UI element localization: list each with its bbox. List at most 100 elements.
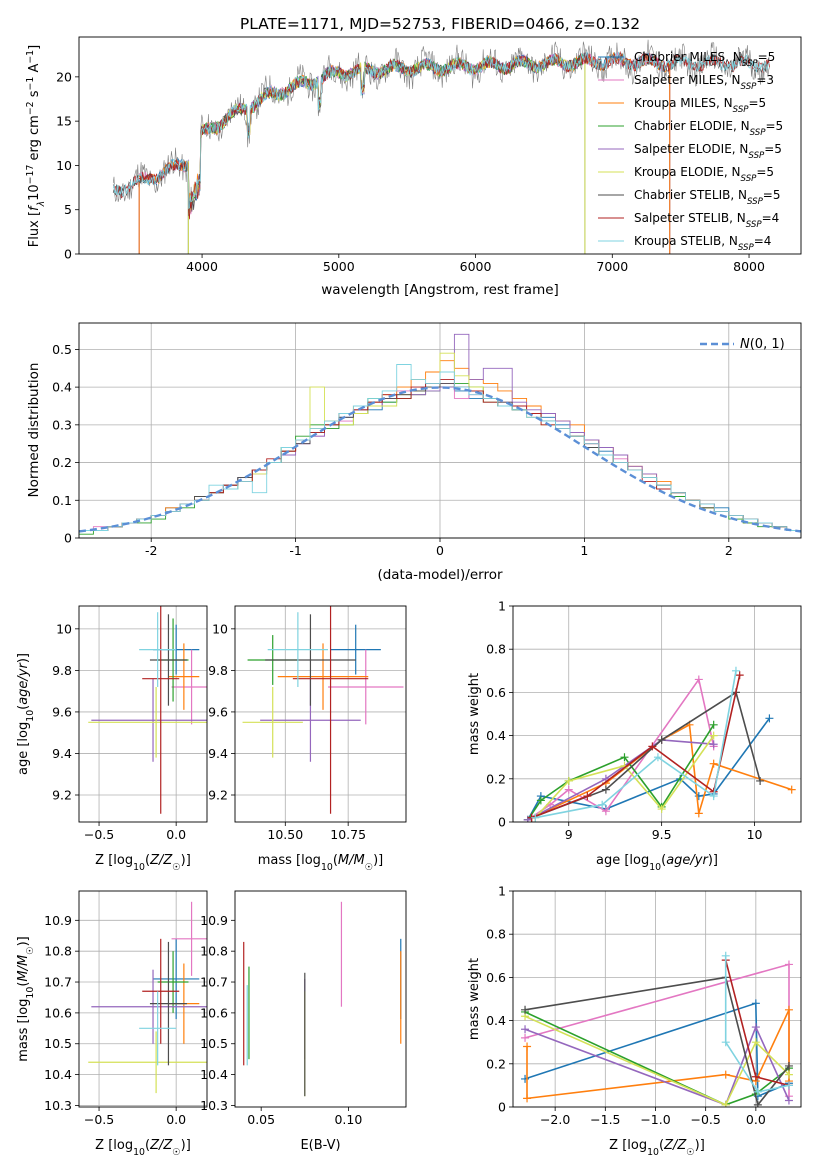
mass-weight-marker — [657, 805, 666, 814]
y-axis-label-part: ( — [16, 705, 31, 710]
y-axis-label-part: −1 — [25, 50, 36, 64]
y-axis-label-part: 10 — [25, 710, 36, 722]
x-axis-label: Z [log10(Z/Z☉)] — [609, 1138, 705, 1158]
y-axis-label-part: 10 — [25, 987, 36, 999]
y-tick-label: 0.2 — [486, 1056, 506, 1071]
y-tick-label: 9.8 — [52, 663, 72, 678]
legend-label-part: Salpeter ELODIE, N — [634, 142, 748, 156]
legend-label: Kroupa MILES, NSSP=5 — [634, 96, 766, 115]
mass-weight-marker — [653, 753, 662, 762]
x-axis-label-part: 10 — [133, 1147, 145, 1158]
mass-weight-marker — [709, 731, 718, 740]
y-tick-label: 0.4 — [52, 380, 72, 395]
x-tick-label: −1.0 — [640, 1112, 670, 1127]
x-axis-label-part: Z/Z — [149, 853, 173, 868]
y-axis-label: mass weight — [467, 673, 482, 755]
y-tick-label: 10 — [56, 158, 72, 173]
mass-weight-marker — [721, 1038, 730, 1047]
y-tick-label: 9.8 — [208, 663, 228, 678]
normal-curve — [79, 386, 801, 533]
x-axis-label-part: )] — [695, 1138, 705, 1153]
y-tick-label: 10 — [56, 621, 72, 636]
mass-weight-line — [527, 739, 714, 821]
legend-label-part: SSP — [748, 151, 765, 161]
y-axis-label-part: −17 — [25, 165, 36, 185]
mass-vs-metallicity-panel: −0.5 0.0 10.3 10.4 10.5 10.6 10.7 10.8 10.9 Z [lo… — [16, 890, 208, 1158]
x-axis-label-part: ( — [145, 1138, 150, 1153]
x-tick-label: 2 — [725, 543, 733, 558]
y-tick-label: 9.6 — [208, 704, 228, 719]
legend-label-part: SSP — [733, 105, 750, 115]
x-tick-label: 0.05 — [247, 1112, 275, 1127]
y-tick-label: 0.8 — [486, 927, 506, 942]
y-tick-label: 9.4 — [208, 746, 228, 761]
legend-label-part: Chabrier MILES, N — [634, 50, 742, 64]
x-tick-label: −0.5 — [84, 1112, 114, 1127]
axes-frame — [78, 890, 208, 1108]
x-axis-label-part: ☉ — [172, 862, 180, 873]
y-axis-label-part: age [log — [16, 722, 31, 775]
legend-label-part: SSP — [742, 59, 759, 69]
y-tick-label: 1 — [498, 599, 506, 614]
y-axis-label: mass weight — [467, 958, 482, 1040]
mass-weight-marker — [564, 785, 573, 794]
normal-legend-label: N(0, 1) — [740, 337, 785, 352]
y-tick-label: 10.6 — [44, 1005, 72, 1020]
x-tick-label: 10.75 — [330, 827, 366, 842]
y-tick-label: 10.8 — [200, 944, 228, 959]
plot-area — [79, 333, 801, 538]
x-axis-label-part: age/yr — [666, 853, 709, 868]
x-axis-label: E(B-V) — [300, 1138, 340, 1153]
y-tick-label: 10.4 — [44, 1067, 72, 1082]
mass-weight-line — [524, 976, 790, 1107]
y-tick-label: 0.3 — [52, 417, 72, 432]
x-axis-label-part: )] — [708, 853, 718, 868]
legend-label: Chabrier MILES, NSSP=5 — [634, 50, 775, 69]
x-tick-label: 1 — [580, 543, 588, 558]
mass-weight-marker — [521, 1033, 530, 1042]
legend-label: Chabrier ELODIE, NSSP=5 — [634, 119, 783, 138]
y-tick-label: 10.3 — [200, 1098, 228, 1113]
x-tick-label: −2.0 — [540, 1112, 570, 1127]
mass-weight-marker — [751, 999, 760, 1008]
y-axis-label-part: age/yr — [16, 661, 31, 704]
y-axis-label-part: )] — [16, 936, 31, 946]
x-tick-label: 10 — [747, 827, 763, 842]
mass-weight-line — [527, 724, 715, 821]
mass-weight-marker — [521, 1025, 530, 1034]
figure-title: PLATE=1171, MJD=52753, FIBERID=0466, z=0… — [240, 15, 640, 33]
axes-frame — [234, 605, 407, 823]
mass-weight-vs-metallicity-panel: −2.0 −1.5 −1.0 −0.5 0.0 0 0.2 0.4 0.6 0.8 1 Z [log1… — [467, 884, 802, 1158]
y-tick-label: 10.3 — [44, 1098, 72, 1113]
axes-frame — [234, 890, 407, 1108]
x-axis-label-part: M/M — [338, 853, 365, 868]
legend-label: Salpeter ELODIE, NSSP=5 — [634, 142, 782, 161]
y-tick-label: 10.7 — [44, 975, 72, 990]
mass-weight-marker — [601, 785, 610, 794]
y-tick-label: 9.6 — [52, 704, 72, 719]
legend-label-part: SSP — [750, 128, 767, 138]
y-tick-label: 20 — [56, 69, 72, 84]
x-axis-label-part: ☉ — [172, 1147, 180, 1158]
y-tick-label: 10.5 — [44, 1036, 72, 1051]
axes-frame — [78, 36, 802, 255]
plot-area — [88, 606, 207, 814]
y-tick-label: 10.9 — [44, 913, 72, 928]
legend-label-part: Salpeter MILES, N — [634, 73, 741, 87]
axes-frame — [512, 890, 802, 1108]
legend-label-part: =5 — [758, 50, 776, 64]
legend-label: Salpeter STELIB, NSSP=4 — [634, 211, 779, 230]
mass-weight-marker — [709, 792, 718, 801]
x-axis-label: (data-model)/error — [377, 567, 503, 583]
y-axis-label-part: mass [log — [16, 999, 31, 1062]
y-tick-label: 0.4 — [486, 1013, 506, 1028]
legend-label-part: SSP — [741, 82, 758, 92]
mass-weight-line — [724, 955, 790, 1093]
normal-legend-label-part: (0, 1) — [750, 337, 785, 352]
normal-legend-label-part: N — [740, 337, 750, 352]
x-axis-label-part: Z/Z — [663, 1138, 687, 1153]
